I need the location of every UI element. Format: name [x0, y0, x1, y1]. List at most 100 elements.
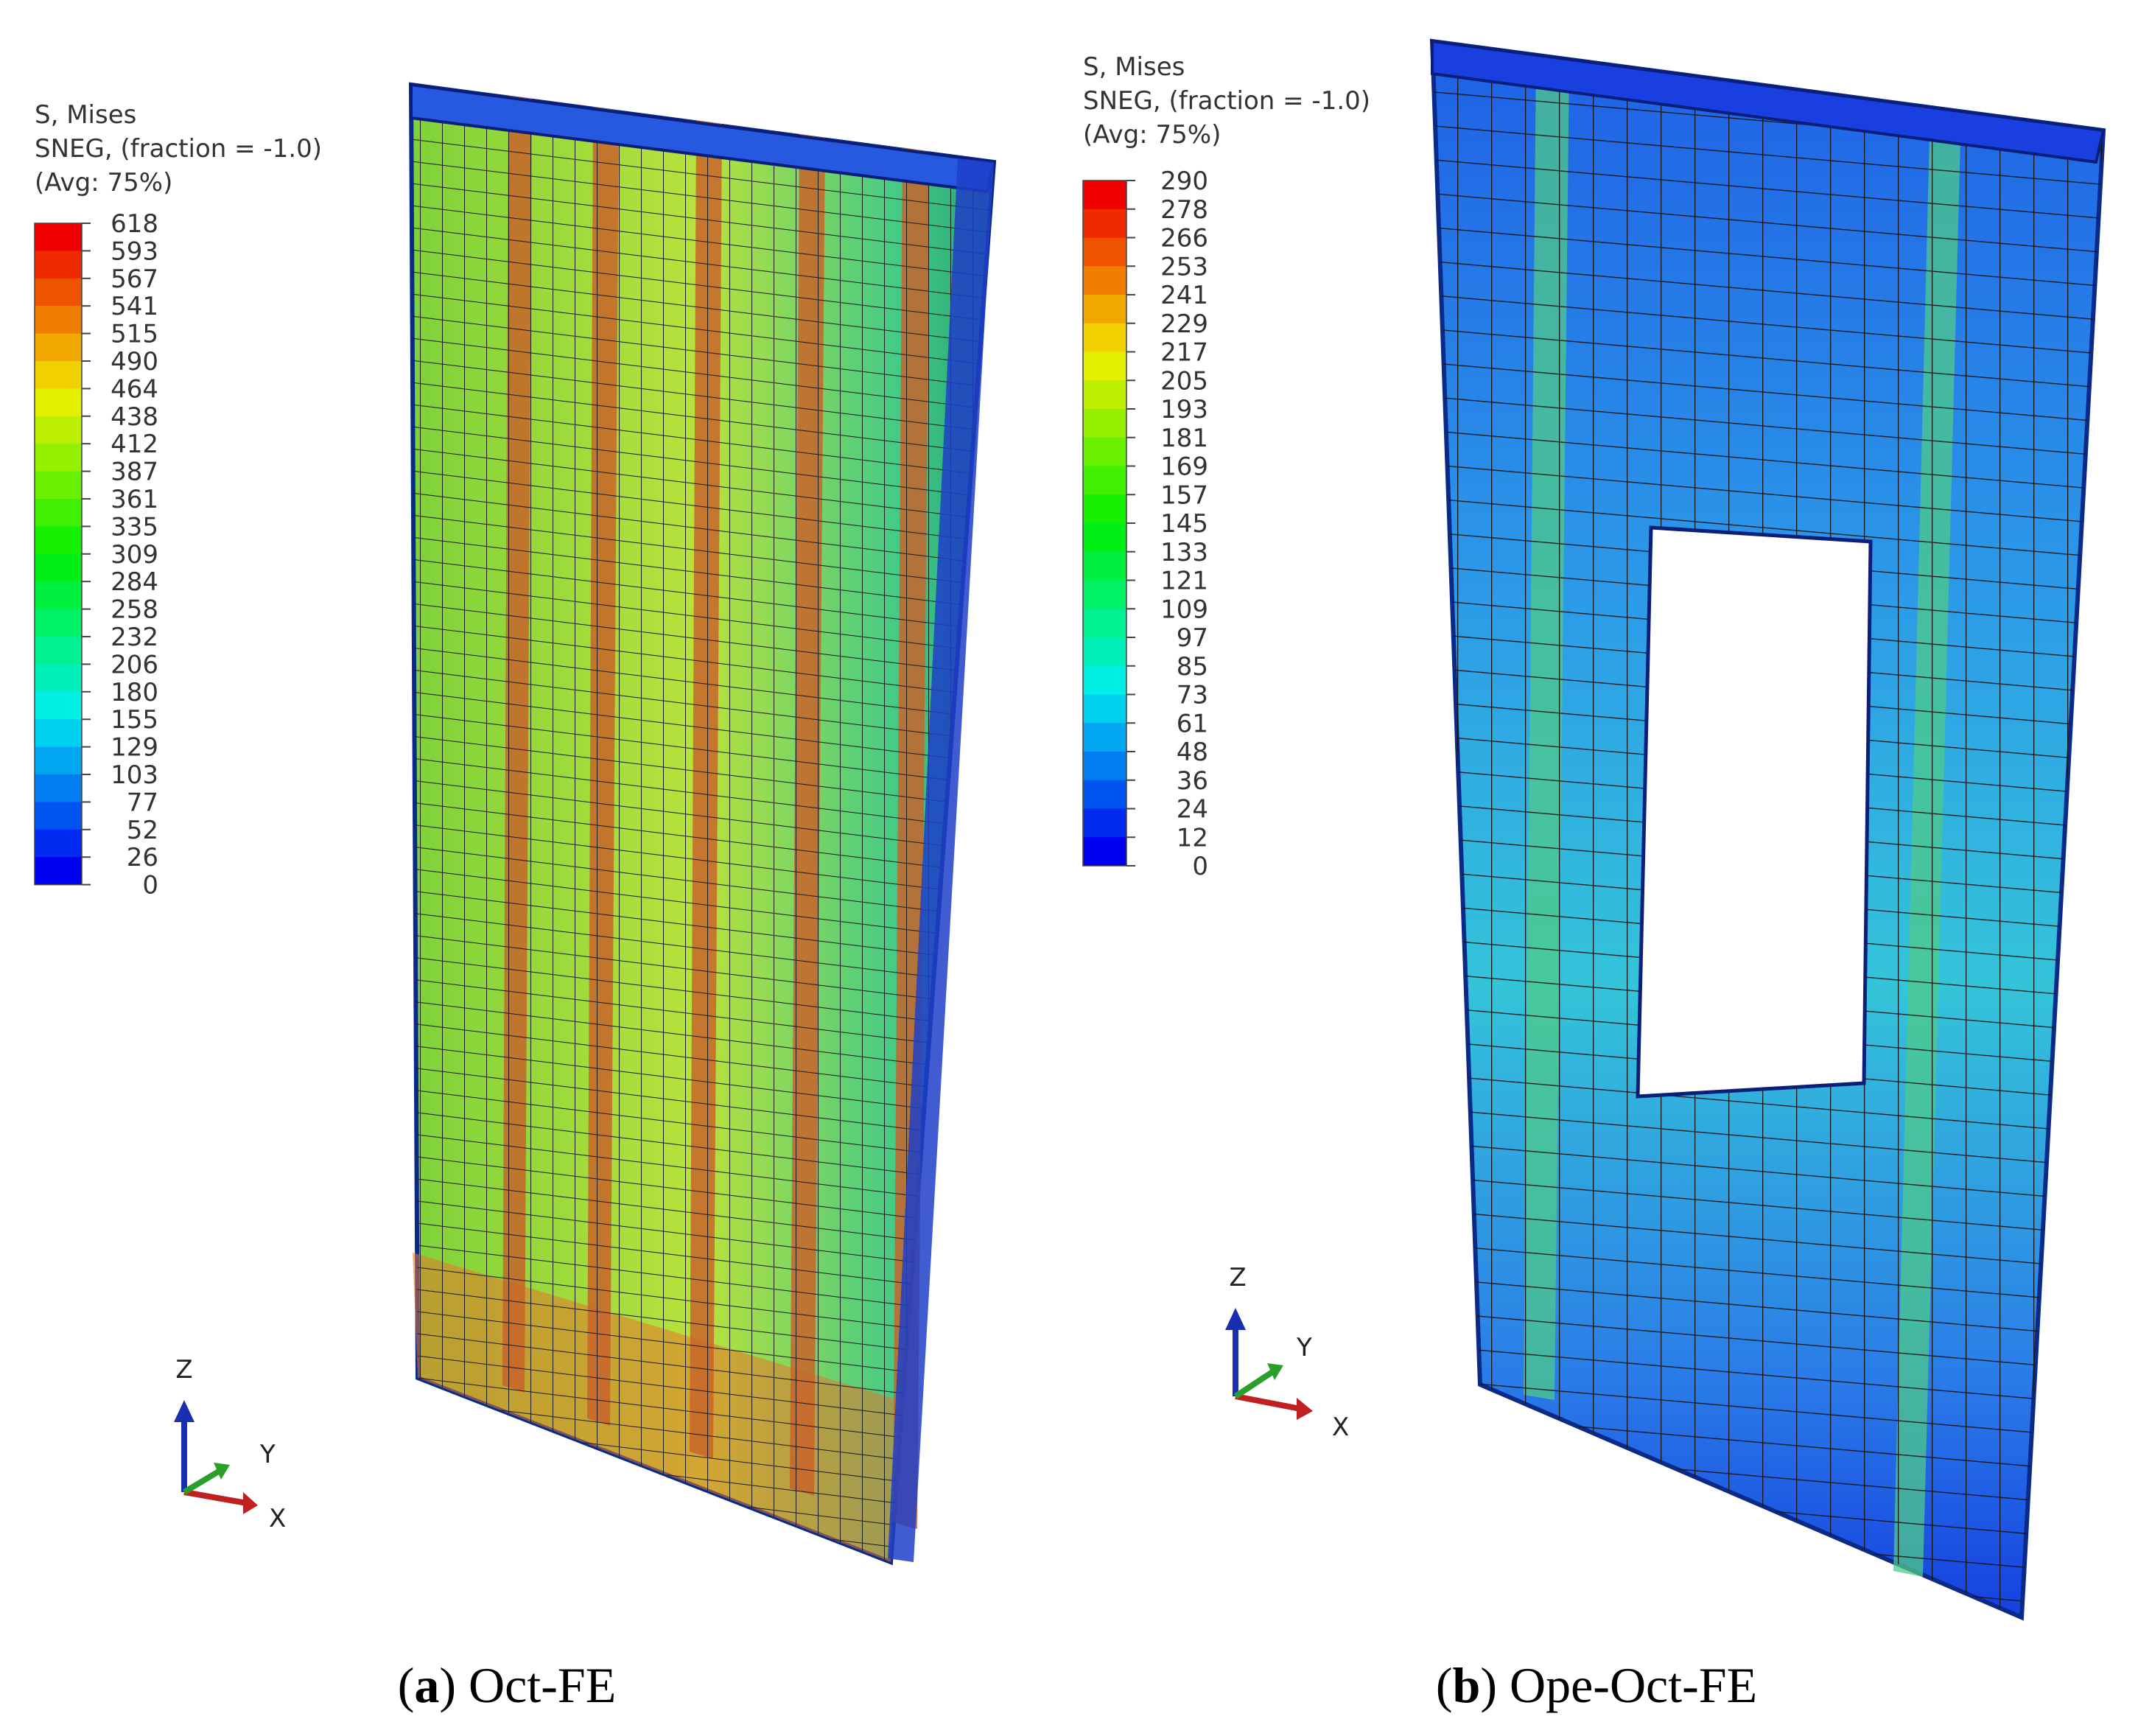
legend-band	[1083, 665, 1126, 695]
legend-band	[1083, 494, 1126, 524]
legend-label: 145	[1160, 509, 1208, 539]
legend-band	[35, 526, 82, 555]
legend-label: 73	[1177, 681, 1208, 710]
legend-label: 290	[1160, 167, 1208, 196]
legend-label: 438	[111, 402, 158, 432]
legend-label: 0	[142, 871, 158, 900]
caption-b: (b) Ope-Oct-FE	[1436, 1657, 1757, 1713]
legend-band	[35, 746, 82, 775]
legend-label: 541	[111, 292, 158, 321]
legend-title: SNEG, (fraction = -1.0)	[1083, 86, 1370, 116]
legend-label: 180	[111, 678, 158, 707]
legend-band	[1083, 295, 1126, 324]
axis-triad-b	[1225, 1308, 1313, 1420]
legend-band	[35, 251, 82, 279]
axis-z-label: Z	[1229, 1263, 1246, 1292]
axis-z-label: Z	[175, 1355, 192, 1385]
caption-letter: a	[414, 1657, 439, 1713]
legend-band	[1083, 752, 1126, 781]
legend-label: 0	[1192, 852, 1208, 881]
legend-label: 284	[111, 567, 158, 597]
legend-band	[1083, 637, 1126, 667]
legend-label: 103	[111, 760, 158, 790]
legend-label: 169	[1160, 452, 1208, 482]
legend-band	[35, 581, 82, 610]
legend-band	[35, 719, 82, 748]
legend-band	[35, 802, 82, 830]
legend-band	[35, 388, 82, 417]
legend-band	[1083, 523, 1126, 553]
legend-band	[1083, 837, 1126, 867]
legend-band	[1083, 780, 1126, 809]
legend-band	[1083, 609, 1126, 638]
legend-band	[1083, 437, 1126, 466]
axis-x-label: X	[1332, 1413, 1349, 1442]
axis-y-label: Y	[259, 1440, 276, 1469]
legend-label: 253	[1160, 252, 1208, 281]
legend-band	[35, 444, 82, 472]
legend-title: S, Mises	[35, 100, 136, 130]
legend-label: 52	[127, 816, 158, 845]
legend-label: 193	[1160, 395, 1208, 424]
legend-band	[35, 499, 82, 527]
legend-band	[1083, 351, 1126, 381]
legend-band	[1083, 323, 1126, 352]
caption-text: ) Ope-Oct-FE	[1480, 1657, 1757, 1713]
legend-label: 205	[1160, 366, 1208, 396]
legend-label: 309	[111, 540, 158, 570]
legend-label: 77	[127, 788, 158, 817]
legend-label: 85	[1177, 652, 1208, 682]
legend-label: 229	[1160, 309, 1208, 339]
legend-label: 157	[1160, 480, 1208, 510]
legend-label: 36	[1177, 766, 1208, 796]
legend-label: 26	[127, 843, 158, 872]
legend-band	[1083, 237, 1126, 267]
legend-label: 121	[1160, 567, 1208, 596]
caption-open: (	[1436, 1657, 1453, 1713]
legend-label: 258	[111, 595, 158, 625]
legend-label: 97	[1177, 623, 1208, 653]
legend-label: 206	[111, 650, 158, 679]
legend-band	[1083, 466, 1126, 495]
legend-label: 48	[1177, 738, 1208, 767]
axis-triad-a	[174, 1400, 258, 1514]
legend-band	[1083, 181, 1126, 210]
legend-label: 133	[1160, 538, 1208, 567]
caption-text: ) Oct-FE	[439, 1657, 616, 1713]
legend-band	[1083, 409, 1126, 438]
caption-a: (a) Oct-FE	[398, 1657, 616, 1713]
axis-x-label: X	[269, 1504, 286, 1533]
legend-band	[35, 278, 82, 307]
legend-label: 490	[111, 347, 158, 377]
axis-y-label: Y	[1296, 1333, 1312, 1362]
legend-band	[35, 774, 82, 802]
legend-label: 618	[111, 209, 158, 239]
legend-title: S, Mises	[1083, 52, 1185, 82]
legend-band	[1083, 551, 1126, 581]
legend-band	[1083, 380, 1126, 410]
legend-band	[35, 306, 82, 335]
legend-band	[35, 691, 82, 720]
legend-band	[1083, 580, 1126, 609]
legend-label: 464	[111, 374, 158, 404]
legend-band	[35, 333, 82, 362]
legend-label: 515	[111, 320, 158, 349]
legend-band	[1083, 694, 1126, 724]
legend-band	[1083, 723, 1126, 752]
legend-band	[35, 471, 82, 500]
legend-label: 109	[1160, 595, 1208, 624]
legend-label: 361	[111, 485, 158, 514]
legend-label: 241	[1160, 281, 1208, 310]
legend-band	[1083, 808, 1126, 838]
legend-band	[35, 664, 82, 693]
legend-band	[35, 416, 82, 444]
legend-band	[35, 829, 82, 858]
legend-label: 217	[1160, 338, 1208, 368]
legend-label: 155	[111, 705, 158, 735]
legend-label: 335	[111, 512, 158, 542]
legend-label: 412	[111, 430, 158, 459]
legend-band	[35, 637, 82, 665]
caption-letter: b	[1453, 1657, 1481, 1713]
